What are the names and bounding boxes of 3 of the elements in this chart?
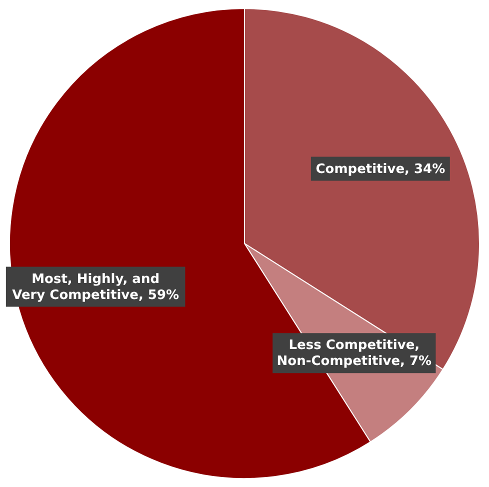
slice-label: Competitive, 34% [316, 162, 446, 177]
slice-label: Less Competitive, Non-Competitive, 7% [276, 338, 432, 370]
slice-label: Most, Highly, and Very Competitive, 59% [12, 272, 180, 303]
